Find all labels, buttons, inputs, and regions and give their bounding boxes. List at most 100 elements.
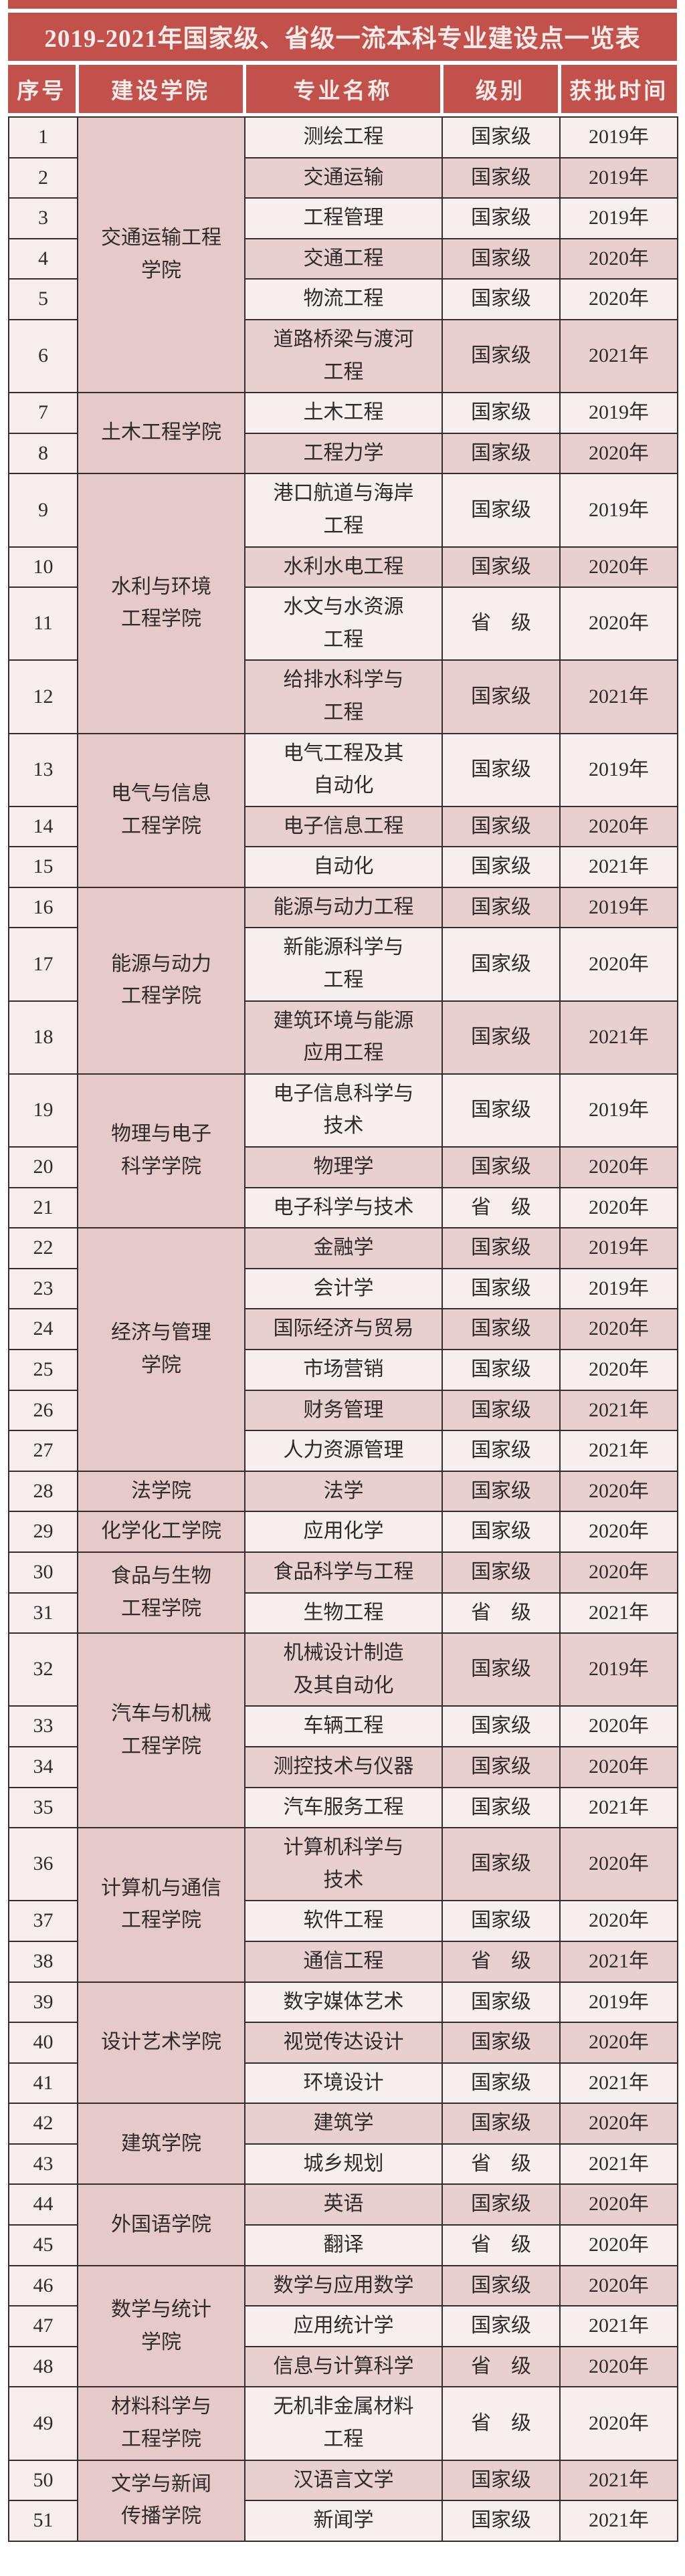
row-number-cell: 14 — [8, 805, 78, 848]
major-name-cell: 城乡规划 — [244, 2143, 443, 2185]
level-cell: 国家级 — [442, 1705, 561, 1747]
row-number-cell: 47 — [8, 2305, 78, 2347]
approval-year-cell: 2020年 — [559, 1349, 678, 1391]
table-row: 29 化学化工学院 应用化学 国家级 2020年 — [8, 1511, 678, 1553]
level-cell: 国家级 — [442, 156, 561, 199]
college-cell: 材料科学与 工程学院 — [77, 2386, 246, 2461]
table-row: 23 会计学 国家级 2019年 — [8, 1267, 678, 1310]
major-name-cell: 金融学 — [244, 1227, 443, 1269]
major-name-cell: 交通工程 — [244, 237, 443, 280]
header-cell-year: 获批时间 — [557, 65, 677, 113]
table-row: 17 新能源科学与 工程 国家级 2020年 — [8, 927, 678, 1002]
level-cell: 国家级 — [442, 116, 561, 158]
major-name-cell: 测绘工程 — [244, 116, 443, 158]
major-name-cell: 能源与动力工程 — [244, 886, 443, 929]
major-name-cell: 人力资源管理 — [244, 1430, 443, 1472]
row-number-cell: 9 — [8, 473, 78, 548]
row-number-cell: 10 — [8, 546, 78, 588]
college-cell: 物理与电子 科学学院 — [77, 1073, 246, 1229]
level-cell: 国家级 — [442, 1227, 561, 1269]
major-name-cell: 港口航道与海岸 工程 — [244, 473, 443, 548]
major-name-cell: 电子信息工程 — [244, 805, 443, 848]
major-name-cell: 信息与计算科学 — [244, 2345, 443, 2388]
table-row: 41 环境设计 国家级 2021年 — [8, 2062, 678, 2105]
major-name-cell: 工程力学 — [244, 432, 443, 475]
approval-year-cell: 2020年 — [559, 278, 678, 320]
college-cell: 交通运输工程 学院 — [77, 116, 246, 394]
table-row: 14 电子信息工程 国家级 2020年 — [8, 805, 678, 848]
major-name-cell: 环境设计 — [244, 2062, 443, 2105]
approval-year-cell: 2020年 — [559, 2224, 678, 2266]
row-number-cell: 27 — [8, 1430, 78, 1472]
approval-year-cell: 2021年 — [559, 1592, 678, 1634]
row-number-cell: 32 — [8, 1632, 78, 1707]
row-number-cell: 7 — [8, 392, 78, 434]
level-cell: 国家级 — [442, 1900, 561, 1942]
row-number-cell: 38 — [8, 1940, 78, 1983]
table-row: 8 工程力学 国家级 2020年 — [8, 432, 678, 475]
table-row: 16 能源与动力 工程学院 能源与动力工程 国家级 2019年 — [8, 886, 678, 1075]
table-row: 44 外国语学院 英语 国家级 2020年 — [8, 2183, 678, 2266]
row-number-cell: 46 — [8, 2264, 78, 2307]
table-row: 15 自动化 国家级 2021年 — [8, 846, 678, 888]
major-name-cell: 车辆工程 — [244, 1705, 443, 1747]
row-number-cell: 20 — [8, 1146, 78, 1188]
level-cell: 国家级 — [442, 432, 561, 475]
row-number-cell: 43 — [8, 2143, 78, 2185]
major-name-cell: 数学与应用数学 — [244, 2264, 443, 2307]
approval-year-cell: 2020年 — [559, 2183, 678, 2226]
approval-year-cell: 2020年 — [559, 1900, 678, 1942]
level-cell: 国家级 — [442, 1267, 561, 1310]
table-row: 37 软件工程 国家级 2020年 — [8, 1900, 678, 1942]
level-cell: 省 级 — [442, 2143, 561, 2185]
level-cell: 国家级 — [442, 2459, 561, 2502]
table-row: 46 数学与统计 学院 数学与应用数学 国家级 2020年 — [8, 2264, 678, 2388]
table-row: 26 财务管理 国家级 2021年 — [8, 1389, 678, 1432]
major-name-cell: 市场营销 — [244, 1349, 443, 1391]
major-name-cell: 新能源科学与 工程 — [244, 927, 443, 1002]
row-number-cell: 23 — [8, 1267, 78, 1310]
approval-year-cell: 2021年 — [559, 659, 678, 734]
level-cell: 国家级 — [442, 318, 561, 394]
row-number-cell: 30 — [8, 1551, 78, 1594]
row-number-cell: 19 — [8, 1073, 78, 1148]
approval-year-cell: 2021年 — [559, 1940, 678, 1983]
row-number-cell: 13 — [8, 732, 78, 807]
major-name-cell: 电气工程及其 自动化 — [244, 732, 443, 807]
level-cell: 国家级 — [442, 1430, 561, 1472]
college-cell: 数学与统计 学院 — [77, 2264, 246, 2388]
table-row: 35 汽车服务工程 国家级 2021年 — [8, 1786, 678, 1829]
row-number-cell: 35 — [8, 1786, 78, 1829]
level-cell: 国家级 — [442, 1786, 561, 1829]
level-cell: 国家级 — [442, 1632, 561, 1707]
college-cell: 计算机与通信 工程学院 — [77, 1827, 246, 1983]
college-cell: 设计艺术学院 — [77, 1981, 246, 2105]
table-body: 1 交通运输工程 学院 测绘工程 国家级 2019年 2 交通运输 国家级 2019年 3 工程管理… — [8, 116, 678, 2542]
approval-year-cell: 2020年 — [559, 1551, 678, 1594]
major-name-cell: 财务管理 — [244, 1389, 443, 1432]
major-name-cell: 翻译 — [244, 2224, 443, 2266]
approval-year-cell: 2020年 — [559, 2386, 678, 2461]
row-number-cell: 36 — [8, 1827, 78, 1902]
approval-year-cell: 2019年 — [559, 197, 678, 239]
major-name-cell: 机械设计制造 及其自动化 — [244, 1632, 443, 1707]
approval-year-cell: 2019年 — [559, 1073, 678, 1148]
level-cell: 省 级 — [442, 2224, 561, 2266]
level-cell: 国家级 — [442, 927, 561, 1002]
approval-year-cell: 2019年 — [559, 1227, 678, 1269]
major-name-cell: 生物工程 — [244, 1592, 443, 1634]
approval-year-cell: 2021年 — [559, 1430, 678, 1472]
table-row: 6 道路桥梁与渡河 工程 国家级 2021年 — [8, 318, 678, 394]
major-name-cell: 水利水电工程 — [244, 546, 443, 588]
level-cell: 国家级 — [442, 2305, 561, 2347]
major-name-cell: 新闻学 — [244, 2500, 443, 2542]
row-number-cell: 4 — [8, 237, 78, 280]
approval-year-cell: 2021年 — [559, 1389, 678, 1432]
table-row: 7 土木工程学院 土木工程 国家级 2019年 — [8, 392, 678, 475]
college-cell: 法学院 — [77, 1470, 246, 1513]
approval-year-cell: 2019年 — [559, 1981, 678, 2024]
table-row: 51 新闻学 国家级 2021年 — [8, 2500, 678, 2542]
row-number-cell: 15 — [8, 846, 78, 888]
approval-year-cell: 2020年 — [559, 2345, 678, 2388]
table-row: 43 城乡规划省 级 2021年 — [8, 2143, 678, 2185]
